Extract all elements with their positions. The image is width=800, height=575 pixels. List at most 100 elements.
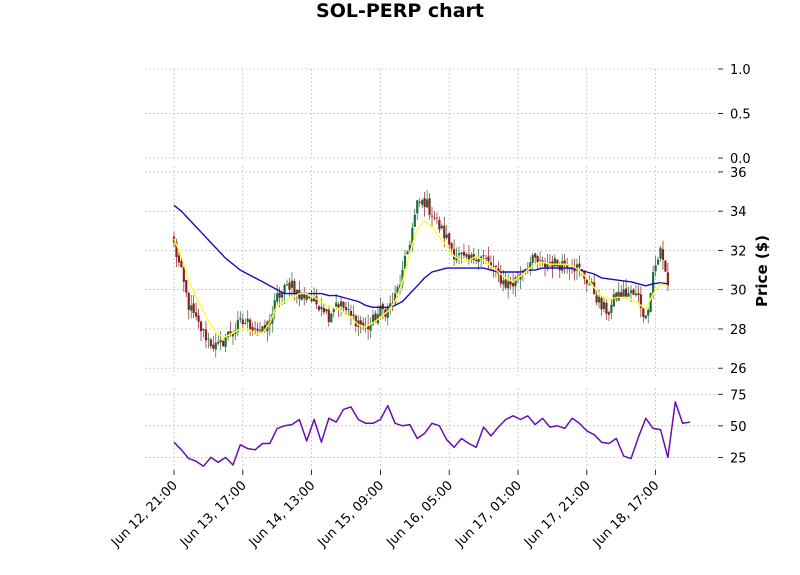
candle-body — [239, 317, 242, 320]
candle-body — [656, 259, 660, 265]
candle-body — [654, 265, 657, 272]
candle-body — [298, 290, 301, 299]
candle-body — [492, 266, 495, 268]
candle-body — [241, 319, 244, 325]
candle-body — [396, 287, 399, 293]
candle-body — [202, 328, 205, 331]
moving-average-long-line — [173, 204, 668, 308]
candle-body — [494, 265, 497, 267]
price-y-tick-label: 32 — [730, 244, 747, 259]
candle-body — [649, 292, 652, 312]
candle-body — [541, 260, 544, 263]
candle-body — [445, 234, 448, 238]
candle-body — [438, 219, 441, 230]
candle-body — [283, 284, 286, 294]
candle-body — [413, 214, 416, 227]
candle-body — [504, 279, 507, 288]
candle-body — [359, 320, 362, 325]
candle-body — [465, 254, 468, 257]
x-tick-label: Jun 17, 21:00 — [521, 478, 594, 551]
candle-body — [354, 315, 357, 327]
chart-title: SOL-PERP chart — [316, 0, 484, 22]
price-y-tick-label: 30 — [730, 284, 747, 299]
candle-body — [273, 300, 276, 313]
candle-body — [423, 198, 426, 208]
candle-body — [639, 294, 642, 308]
rsi-line — [173, 401, 691, 467]
candle-body — [502, 280, 505, 285]
candle-body — [192, 303, 195, 314]
candle-body — [499, 271, 502, 284]
candle-body — [229, 331, 232, 335]
candle-body — [258, 329, 262, 331]
candle-body — [430, 215, 434, 217]
moving-average-short-line — [173, 220, 669, 338]
candle-body — [357, 320, 360, 328]
x-tick-label: Jun 16, 05:00 — [383, 478, 456, 551]
candle-body — [406, 251, 409, 255]
candle-body — [290, 280, 294, 288]
candle-body — [421, 200, 424, 205]
candle-body — [244, 323, 247, 325]
candle-body — [607, 312, 611, 315]
candle-body — [553, 258, 556, 267]
candle-body — [394, 293, 397, 304]
candle-body — [605, 302, 608, 314]
candle-body — [489, 262, 493, 267]
candle-body — [190, 305, 193, 311]
candle-body — [261, 326, 264, 332]
candle-body — [327, 309, 330, 322]
candle-body — [536, 256, 539, 262]
price-y-tick-label: 28 — [730, 323, 747, 338]
candle-body — [180, 260, 183, 268]
candle-body — [217, 341, 220, 344]
candle-body — [666, 272, 669, 286]
candle-body — [317, 306, 321, 310]
candle-body — [460, 252, 463, 254]
candle-body — [595, 295, 598, 303]
candle-body — [379, 305, 382, 317]
candle-body — [497, 268, 500, 274]
candle-body — [612, 294, 615, 307]
candle-body — [347, 309, 350, 311]
top-panel-y-tick-label: 0.5 — [730, 108, 751, 123]
candle-body — [177, 255, 181, 263]
candle-body — [539, 259, 542, 261]
candle-body — [337, 304, 340, 308]
candle-body — [627, 293, 630, 297]
candle-body — [514, 277, 517, 287]
candle-body — [521, 272, 525, 273]
candle-body — [507, 281, 510, 289]
candle-body — [531, 255, 534, 263]
candle-body — [632, 289, 635, 295]
candle-body — [543, 262, 547, 268]
candle-body — [440, 225, 443, 229]
candle-body — [556, 259, 559, 267]
candle-body — [634, 293, 638, 296]
candle-body — [236, 319, 239, 332]
candle-body — [566, 264, 569, 269]
candle-body — [620, 292, 623, 297]
candle-body — [344, 307, 348, 311]
candle-body — [362, 322, 365, 327]
candle-body — [453, 249, 456, 260]
candle-body — [563, 260, 566, 264]
candle-body — [403, 256, 407, 270]
candle-body — [511, 283, 515, 287]
candle-body — [548, 262, 552, 264]
candle-body — [585, 279, 588, 284]
candle-body — [271, 314, 274, 324]
top-panel-y-tick-label: 0.0 — [730, 152, 751, 167]
candle-body — [214, 342, 217, 350]
candle-body — [389, 303, 392, 308]
candle-body — [600, 298, 603, 310]
candle-body — [615, 292, 618, 299]
rsi-y-tick-label: 75 — [730, 388, 747, 403]
candle-body — [467, 254, 470, 261]
candle-body — [263, 324, 267, 330]
candle-body — [305, 295, 308, 300]
candle-body — [224, 337, 227, 348]
candle-body — [428, 198, 431, 215]
candle-body — [335, 302, 338, 308]
